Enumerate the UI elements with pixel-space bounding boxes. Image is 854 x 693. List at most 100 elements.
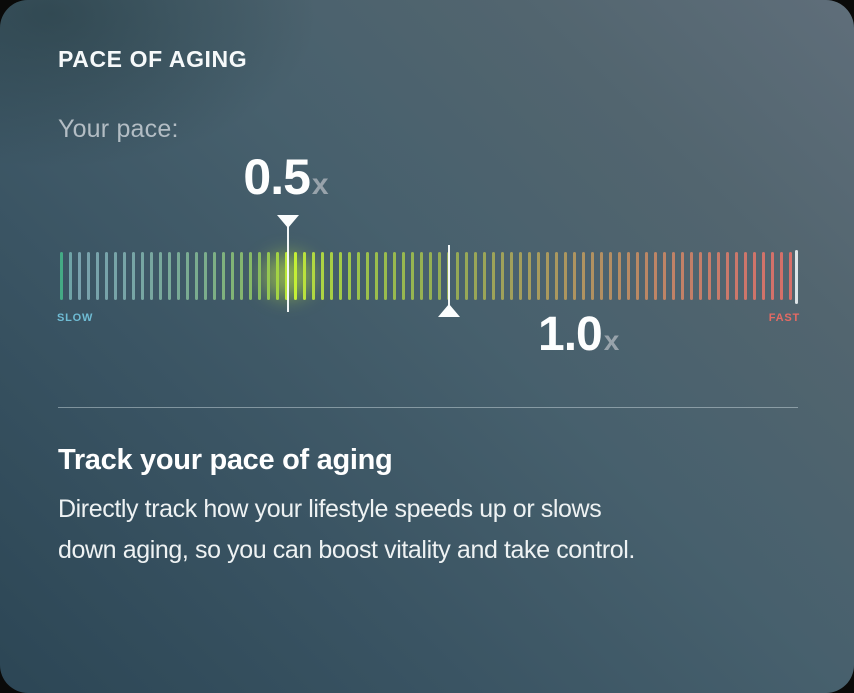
gauge-tick bbox=[609, 252, 612, 300]
gauge-tick bbox=[456, 252, 459, 300]
gauge-tick bbox=[429, 252, 432, 300]
gauge-tick bbox=[717, 252, 720, 300]
gauge-tick bbox=[96, 252, 99, 300]
gauge-tick bbox=[267, 252, 270, 300]
baseline-pace-unit: x bbox=[603, 325, 620, 356]
gauge-tick bbox=[591, 252, 594, 300]
gauge-tick bbox=[258, 252, 261, 300]
info-description: Directly track how your lifestyle speeds… bbox=[58, 489, 635, 571]
gauge-tick bbox=[204, 252, 207, 300]
gauge-tick bbox=[366, 252, 369, 300]
gauge-tick bbox=[249, 252, 252, 300]
gauge-tick bbox=[474, 252, 477, 300]
gauge-tick bbox=[312, 252, 315, 300]
current-pace-marker-arrow-icon bbox=[277, 215, 299, 228]
gauge-tick bbox=[285, 252, 288, 300]
gauge-tick bbox=[177, 252, 180, 300]
gauge-tick bbox=[564, 252, 567, 300]
gauge-tick bbox=[411, 252, 414, 300]
gauge-tick bbox=[357, 252, 360, 300]
baseline-marker-arrow-icon bbox=[438, 304, 460, 317]
gauge-tick bbox=[726, 252, 729, 300]
gauge-tick bbox=[105, 252, 108, 300]
gauge-tick bbox=[744, 252, 747, 300]
gauge-tick bbox=[690, 252, 693, 300]
current-pace-unit: x bbox=[311, 168, 329, 201]
card-title: PACE OF AGING bbox=[58, 46, 248, 72]
gauge-tick bbox=[501, 252, 504, 300]
fast-scale-label: FAST bbox=[768, 312, 800, 324]
gauge-tick bbox=[150, 252, 153, 300]
gauge-tick bbox=[708, 252, 711, 300]
gauge-tick bbox=[672, 252, 675, 300]
gauge-tick bbox=[330, 252, 333, 300]
gauge-tick bbox=[762, 252, 765, 300]
gauge-tick bbox=[114, 252, 117, 300]
gauge-tick bbox=[213, 252, 216, 300]
gauge-tick bbox=[375, 252, 378, 300]
baseline-pace-value: 1.0x bbox=[538, 311, 619, 359]
gauge-tick bbox=[654, 252, 657, 300]
gauge-tick bbox=[348, 252, 351, 300]
gauge-tick bbox=[195, 252, 198, 300]
gauge-tick bbox=[753, 252, 756, 300]
gauge-tick bbox=[321, 252, 324, 300]
gauge-tick bbox=[123, 252, 126, 300]
gauge-tick bbox=[240, 252, 243, 300]
gauge-tick bbox=[294, 252, 297, 300]
gauge-tick bbox=[627, 252, 630, 300]
gauge-tick bbox=[60, 252, 63, 300]
gauge-tick bbox=[303, 252, 306, 300]
info-heading: Track your pace of aging bbox=[58, 444, 393, 476]
baseline-pace-number: 1.0 bbox=[538, 308, 603, 361]
current-pace-number: 0.5 bbox=[243, 149, 311, 205]
slow-scale-label: SLOW bbox=[57, 312, 94, 324]
gauge-tick bbox=[600, 252, 603, 300]
baseline-marker-line bbox=[448, 245, 450, 306]
gauge-tick bbox=[780, 252, 783, 300]
gauge-tick bbox=[699, 252, 702, 300]
gauge-tick bbox=[69, 252, 72, 300]
gauge-tick bbox=[618, 252, 621, 300]
gauge-tick bbox=[537, 252, 540, 300]
gauge-tick bbox=[555, 252, 558, 300]
gauge-tick bbox=[339, 252, 342, 300]
gauge-tick bbox=[186, 252, 189, 300]
gauge-tick bbox=[393, 252, 396, 300]
gauge-tick bbox=[483, 252, 486, 300]
gauge-tick bbox=[582, 252, 585, 300]
gauge-tick bbox=[420, 252, 423, 300]
gauge-tick bbox=[438, 252, 441, 300]
gauge-tick bbox=[402, 252, 405, 300]
gauge-tick bbox=[132, 252, 135, 300]
your-pace-label: Your pace: bbox=[58, 115, 179, 143]
gauge-tick bbox=[519, 252, 522, 300]
gauge-tick bbox=[546, 252, 549, 300]
gauge-tick bbox=[771, 252, 774, 300]
gauge-tick bbox=[573, 252, 576, 300]
gauge-tick bbox=[231, 252, 234, 300]
divider bbox=[58, 407, 798, 408]
gauge-tick bbox=[465, 252, 468, 300]
gauge-tick bbox=[492, 252, 495, 300]
gauge-tick bbox=[159, 252, 162, 300]
current-pace-marker-line bbox=[287, 226, 289, 312]
gauge-tick bbox=[528, 252, 531, 300]
gauge-tick bbox=[78, 252, 81, 300]
gauge-tick bbox=[222, 252, 225, 300]
gauge-tick bbox=[168, 252, 171, 300]
gauge-tick bbox=[141, 252, 144, 300]
gauge-tick bbox=[789, 252, 792, 300]
gauge-tick bbox=[645, 252, 648, 300]
current-pace-value: 0.5x bbox=[243, 152, 328, 202]
info-description-line1: Directly track how your lifestyle speeds… bbox=[58, 495, 602, 523]
gauge-tick bbox=[636, 252, 639, 300]
gauge-tick bbox=[87, 252, 90, 300]
gauge-tick bbox=[681, 252, 684, 300]
gauge-tick bbox=[735, 252, 738, 300]
gauge-tick bbox=[663, 252, 666, 300]
gauge-tick bbox=[510, 252, 513, 300]
gauge-tick bbox=[276, 252, 279, 300]
